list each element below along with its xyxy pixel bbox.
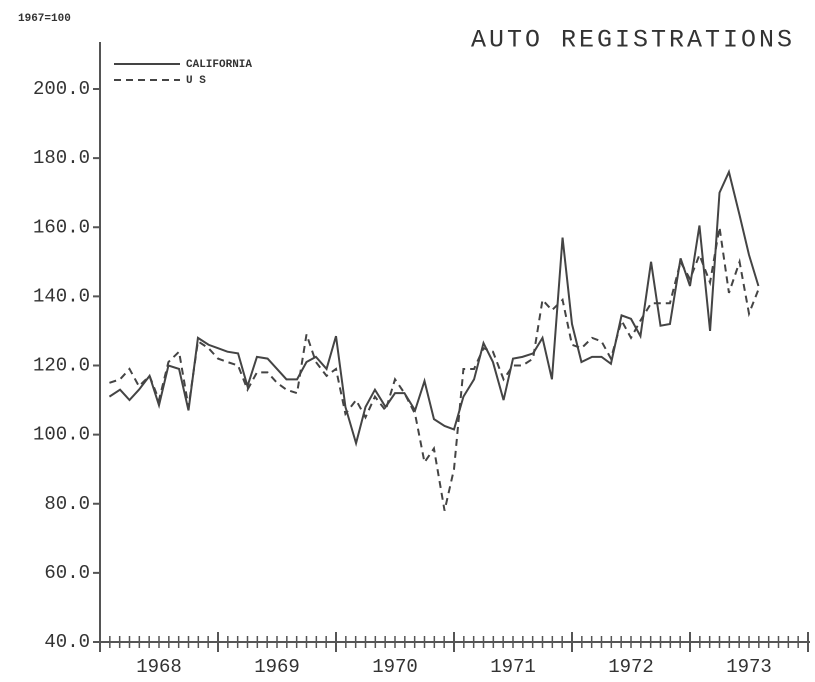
x-tick-label: 1968 bbox=[136, 656, 182, 678]
legend-label: U S bbox=[186, 75, 206, 87]
series-line bbox=[108, 168, 760, 448]
chart-title: AUTO REGISTRATIONS bbox=[471, 26, 795, 55]
x-tick-label: 1972 bbox=[608, 656, 654, 678]
y-tick-label: 200.0 bbox=[33, 78, 90, 100]
y-tick-label: 40.0 bbox=[44, 631, 90, 653]
subtitle: 1967=100 bbox=[18, 13, 71, 25]
x-tick-label: 1970 bbox=[372, 656, 418, 678]
legend-label: CALIFORNIA bbox=[186, 59, 252, 71]
series-line bbox=[109, 227, 760, 511]
y-tick-label: 80.0 bbox=[44, 493, 90, 515]
y-tick-label: 100.0 bbox=[33, 424, 90, 446]
y-tick-label: 60.0 bbox=[44, 562, 90, 584]
y-tick-label: 180.0 bbox=[33, 147, 90, 169]
y-tick-label: 140.0 bbox=[33, 285, 90, 307]
x-tick-label: 1971 bbox=[490, 656, 536, 678]
x-tick-label: 1969 bbox=[254, 656, 300, 678]
y-tick-label: 120.0 bbox=[33, 355, 90, 377]
y-tick-label: 160.0 bbox=[33, 216, 90, 238]
x-tick-label: 1973 bbox=[726, 656, 772, 678]
